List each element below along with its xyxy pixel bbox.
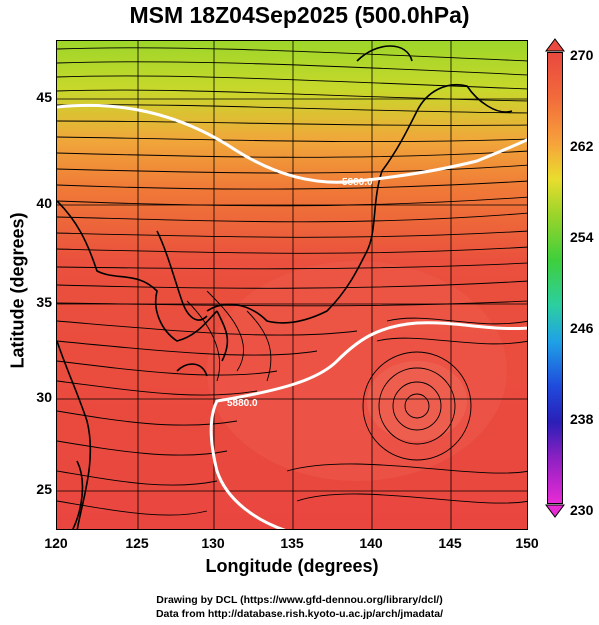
map-title: MSM 18Z04Sep2025 (500.0hPa) bbox=[129, 2, 470, 28]
colorbar-tick: 270 bbox=[570, 47, 594, 63]
y-tick: 35 bbox=[36, 294, 52, 310]
y-axis-label: Latitude (degrees) bbox=[7, 212, 28, 369]
colorbar-tick: 262 bbox=[570, 138, 594, 154]
map-plot: 5880.0 5880.0 bbox=[56, 40, 528, 530]
colorbar-tick: 254 bbox=[570, 229, 594, 245]
contour-label: 5880.0 bbox=[342, 177, 373, 188]
colorbar-tick: 230 bbox=[570, 502, 594, 518]
y-tick: 45 bbox=[36, 89, 52, 105]
vortex-region bbox=[367, 361, 467, 441]
y-tick: 25 bbox=[36, 481, 52, 497]
contour-label: 5880.0 bbox=[227, 398, 258, 409]
coastlines bbox=[57, 45, 513, 529]
colorbar-tick: 246 bbox=[570, 320, 594, 336]
colorbar-tick: 238 bbox=[570, 411, 594, 427]
colorbar bbox=[547, 52, 563, 504]
x-tick: 145 bbox=[438, 535, 462, 551]
contour-5880 bbox=[57, 103, 527, 529]
x-tick: 120 bbox=[44, 535, 68, 551]
x-tick: 125 bbox=[125, 535, 149, 551]
x-axis-label: Longitude (degrees) bbox=[205, 556, 379, 576]
x-tick: 140 bbox=[359, 535, 383, 551]
colorbar-max-arrow bbox=[545, 38, 565, 52]
wind-streamlines bbox=[57, 47, 527, 516]
y-tick: 30 bbox=[36, 389, 52, 405]
x-tick: 130 bbox=[201, 535, 225, 551]
footer-source: Data from http://database.rish.kyoto-u.a… bbox=[155, 608, 444, 620]
warm-region bbox=[207, 261, 507, 481]
x-tick: 135 bbox=[280, 535, 304, 551]
x-tick: 150 bbox=[515, 535, 539, 551]
y-tick: 40 bbox=[36, 195, 52, 211]
footer-credit: Drawing by DCL (https://www.gfd-dennou.o… bbox=[156, 594, 443, 606]
map-canvas: 5880.0 5880.0 bbox=[57, 41, 527, 529]
colorbar-min-arrow bbox=[545, 504, 565, 518]
